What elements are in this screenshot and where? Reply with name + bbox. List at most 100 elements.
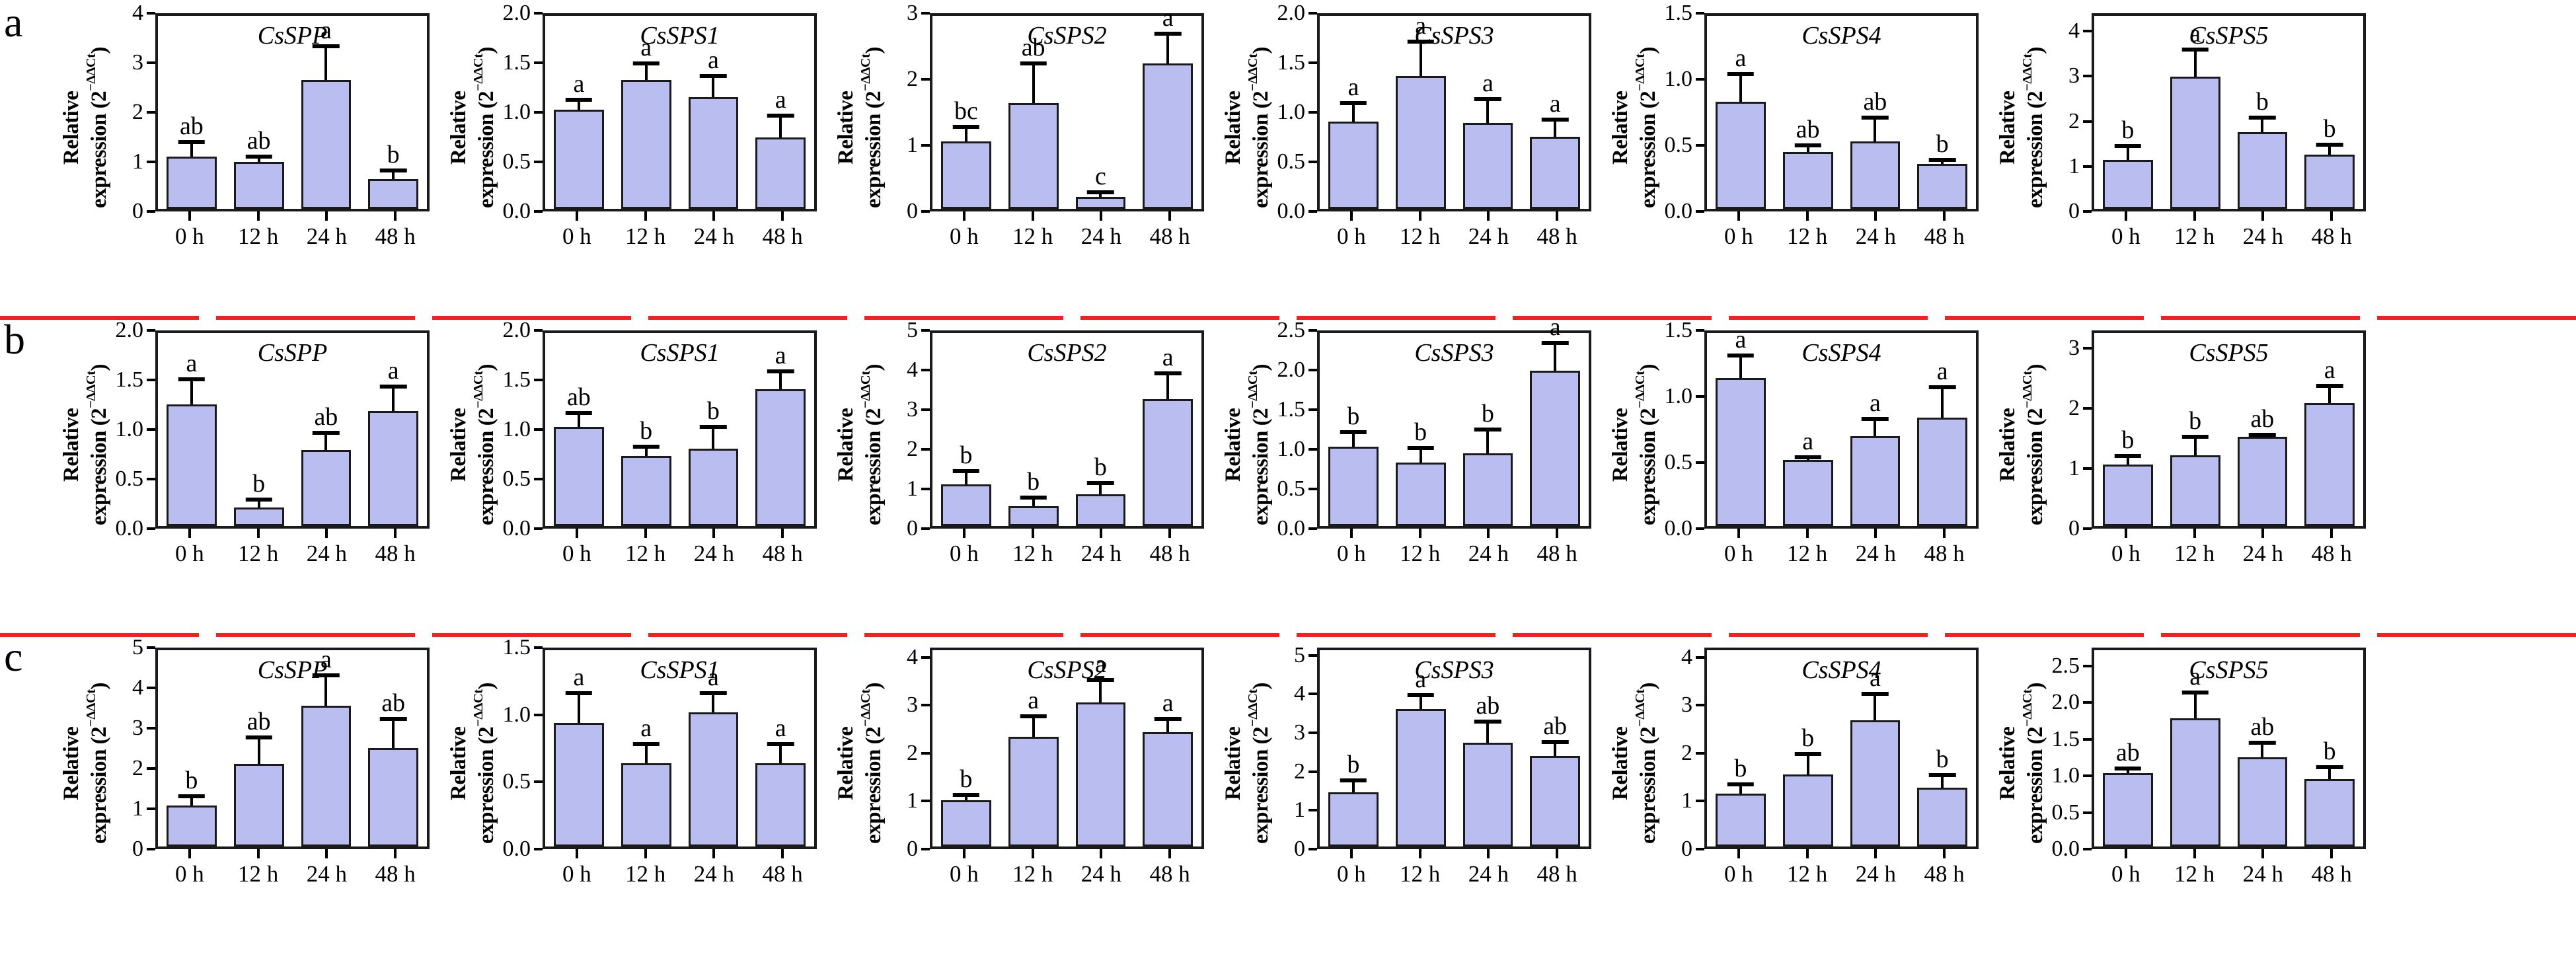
- x-tick: [2330, 849, 2333, 858]
- bar[interactable]: a: [554, 665, 604, 846]
- bar[interactable]: a: [1850, 391, 1901, 526]
- bar[interactable]: ab: [233, 709, 284, 846]
- bar[interactable]: a: [368, 358, 418, 526]
- bar[interactable]: a: [688, 665, 739, 846]
- plot-area: CsSPS1 a a a a: [543, 648, 817, 849]
- bar[interactable]: ab: [2103, 740, 2153, 846]
- bar[interactable]: b: [941, 767, 991, 846]
- error-bar: [190, 141, 193, 157]
- bar[interactable]: a: [2304, 357, 2355, 526]
- bar[interactable]: a: [755, 87, 806, 209]
- bar[interactable]: c: [1075, 164, 1126, 209]
- x-axis-tick-label: 24 h: [306, 861, 347, 887]
- bar[interactable]: a: [1716, 46, 1766, 209]
- bar[interactable]: ab: [233, 128, 284, 209]
- bar[interactable]: ab: [1008, 35, 1059, 209]
- bar[interactable]: ab: [554, 385, 604, 526]
- bar[interactable]: b: [941, 443, 991, 526]
- bar[interactable]: a: [755, 716, 806, 846]
- bar-slot: b: [1395, 333, 1446, 526]
- bar[interactable]: b: [2103, 118, 2153, 209]
- bar[interactable]: a: [1395, 13, 1446, 209]
- bar[interactable]: a: [554, 71, 604, 209]
- bar[interactable]: b: [233, 471, 284, 526]
- bar[interactable]: b: [1328, 404, 1379, 526]
- bar[interactable]: a: [167, 351, 217, 526]
- error-bar: [2126, 145, 2129, 161]
- error-bar: [1166, 34, 1170, 63]
- bar[interactable]: ab: [1530, 714, 1580, 846]
- bar[interactable]: a: [688, 48, 739, 209]
- x-axis-tick-label: 12 h: [625, 223, 666, 249]
- significance-letter: b: [1094, 453, 1107, 482]
- bar[interactable]: ab: [2237, 714, 2288, 846]
- bar[interactable]: a: [1143, 345, 1193, 526]
- bar[interactable]: a: [1462, 71, 1513, 209]
- y-tick: 4: [2068, 19, 2092, 44]
- bar[interactable]: a: [301, 647, 352, 846]
- bar[interactable]: b: [167, 768, 217, 846]
- bar[interactable]: a: [621, 35, 671, 209]
- bar[interactable]: a: [1530, 91, 1580, 209]
- bar[interactable]: b: [621, 418, 671, 526]
- significance-letter: b: [2323, 114, 2336, 143]
- bar-slot: a: [688, 16, 739, 209]
- bar[interactable]: a: [1395, 667, 1446, 846]
- y-tick: 0: [132, 837, 155, 862]
- bar[interactable]: b: [1917, 131, 1967, 209]
- bar-slot: a: [755, 650, 806, 846]
- bar[interactable]: a: [1850, 665, 1901, 846]
- bar[interactable]: a: [1716, 327, 1766, 526]
- bar[interactable]: b: [1782, 726, 1833, 846]
- bar[interactable]: ab: [1462, 693, 1513, 846]
- panel-title: CsSPS5: [2189, 22, 2269, 50]
- bar[interactable]: a: [621, 716, 671, 846]
- bar[interactable]: ab: [301, 404, 352, 526]
- y-tick: 1.0: [1277, 100, 1317, 125]
- bar[interactable]: b: [1462, 401, 1513, 526]
- y-tick: 1: [132, 796, 155, 821]
- bar[interactable]: a: [755, 343, 806, 526]
- bar[interactable]: a: [301, 18, 352, 209]
- bar[interactable]: a: [1008, 688, 1059, 846]
- bar[interactable]: ab: [368, 691, 418, 846]
- bar[interactable]: ab: [167, 114, 217, 209]
- bar[interactable]: a: [2170, 664, 2220, 846]
- bar[interactable]: b: [1075, 455, 1126, 526]
- bar[interactable]: b: [1917, 747, 1967, 846]
- error-bar-cap: [1794, 751, 1821, 756]
- bar[interactable]: a: [1143, 5, 1193, 209]
- bar[interactable]: a: [1143, 691, 1193, 846]
- bar[interactable]: b: [1328, 752, 1379, 846]
- bar[interactable]: b: [2237, 89, 2288, 209]
- bar[interactable]: a: [1328, 75, 1379, 209]
- chart-panel-a-cssps2: Relative expression (2−ΔΔCt) 0 1 2 3 CsSPS2 bc a…: [834, 0, 1204, 330]
- panel-title: CsSPS4: [1801, 339, 1881, 367]
- error-bar-cap: [1794, 143, 1821, 147]
- bar[interactable]: b: [2103, 428, 2153, 526]
- bar[interactable]: a: [1782, 429, 1833, 526]
- bar[interactable]: ab: [2237, 406, 2288, 526]
- bar[interactable]: ab: [1850, 89, 1901, 209]
- bar[interactable]: b: [688, 398, 739, 526]
- bar[interactable]: a: [1075, 652, 1126, 846]
- bar[interactable]: b: [1395, 420, 1446, 526]
- bar[interactable]: b: [2304, 739, 2355, 846]
- bar[interactable]: b: [1008, 469, 1059, 526]
- panel-title: CsSPS2: [1027, 339, 1107, 367]
- red-rule-segment: [0, 316, 199, 320]
- bar[interactable]: b: [1716, 756, 1766, 846]
- bar[interactable]: bc: [941, 98, 991, 209]
- significance-letter: a: [1869, 664, 1881, 693]
- x-axis-tick-label: 0 h: [1337, 541, 1366, 566]
- bar[interactable]: a: [2170, 21, 2220, 209]
- plot-area: CsSPS3 b b b a: [1317, 315, 1591, 529]
- bar[interactable]: a: [1917, 359, 1967, 526]
- error-bar: [2126, 455, 2129, 465]
- bar[interactable]: b: [2304, 116, 2355, 209]
- bar[interactable]: a: [1530, 315, 1580, 526]
- bar[interactable]: b: [368, 142, 418, 209]
- bar[interactable]: ab: [1782, 117, 1833, 209]
- x-axis-tick-label: 24 h: [2242, 223, 2283, 249]
- bar[interactable]: b: [2170, 408, 2220, 526]
